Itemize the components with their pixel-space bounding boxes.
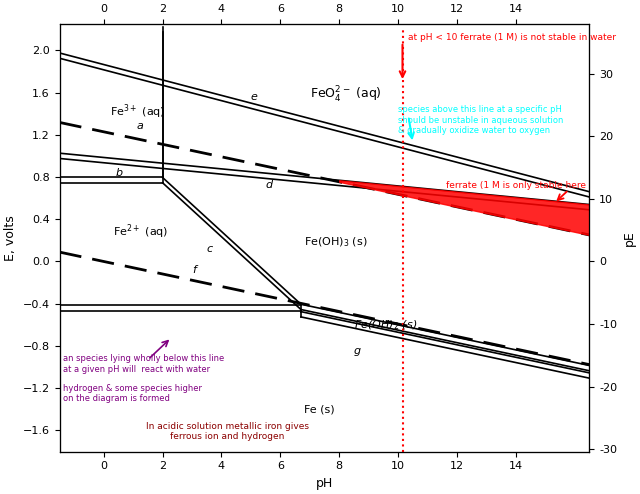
Text: Fe$^{2+}$ (aq): Fe$^{2+}$ (aq) — [113, 223, 168, 241]
Text: hydrogen & some species higher
on the diagram is formed: hydrogen & some species higher on the di… — [63, 384, 202, 404]
Text: a: a — [136, 122, 143, 131]
Text: c: c — [207, 244, 213, 254]
Text: g: g — [354, 346, 361, 356]
Text: f: f — [192, 265, 196, 275]
Text: Fe(OH)$_2$ (s): Fe(OH)$_2$ (s) — [354, 318, 417, 331]
Y-axis label: pE: pE — [623, 230, 636, 246]
Text: species above this line at a specific pH
should be unstable in aqueous solution
: species above this line at a specific pH… — [398, 105, 563, 135]
Text: e: e — [251, 92, 258, 102]
X-axis label: pH: pH — [316, 477, 333, 490]
Text: Fe(OH)$_3$ (s): Fe(OH)$_3$ (s) — [304, 236, 367, 249]
Y-axis label: E, volts: E, volts — [4, 215, 17, 261]
Text: In acidic solution metallic iron gives
ferrous ion and hydrogen: In acidic solution metallic iron gives f… — [146, 422, 309, 441]
Text: ferrate (1 M is only stable here: ferrate (1 M is only stable here — [447, 181, 586, 190]
Text: an species lying wholly below this line
at a given pH will  react with water: an species lying wholly below this line … — [63, 354, 224, 374]
Text: FeO$_4^{2-}$ (aq): FeO$_4^{2-}$ (aq) — [310, 84, 381, 105]
Text: Fe (s): Fe (s) — [304, 404, 335, 414]
Text: d: d — [266, 180, 273, 191]
Text: at pH < 10 ferrate (1 M) is not stable in water: at pH < 10 ferrate (1 M) is not stable i… — [408, 33, 616, 42]
Text: Fe$^{3+}$ (aq): Fe$^{3+}$ (aq) — [109, 102, 165, 121]
Text: b: b — [115, 168, 123, 178]
